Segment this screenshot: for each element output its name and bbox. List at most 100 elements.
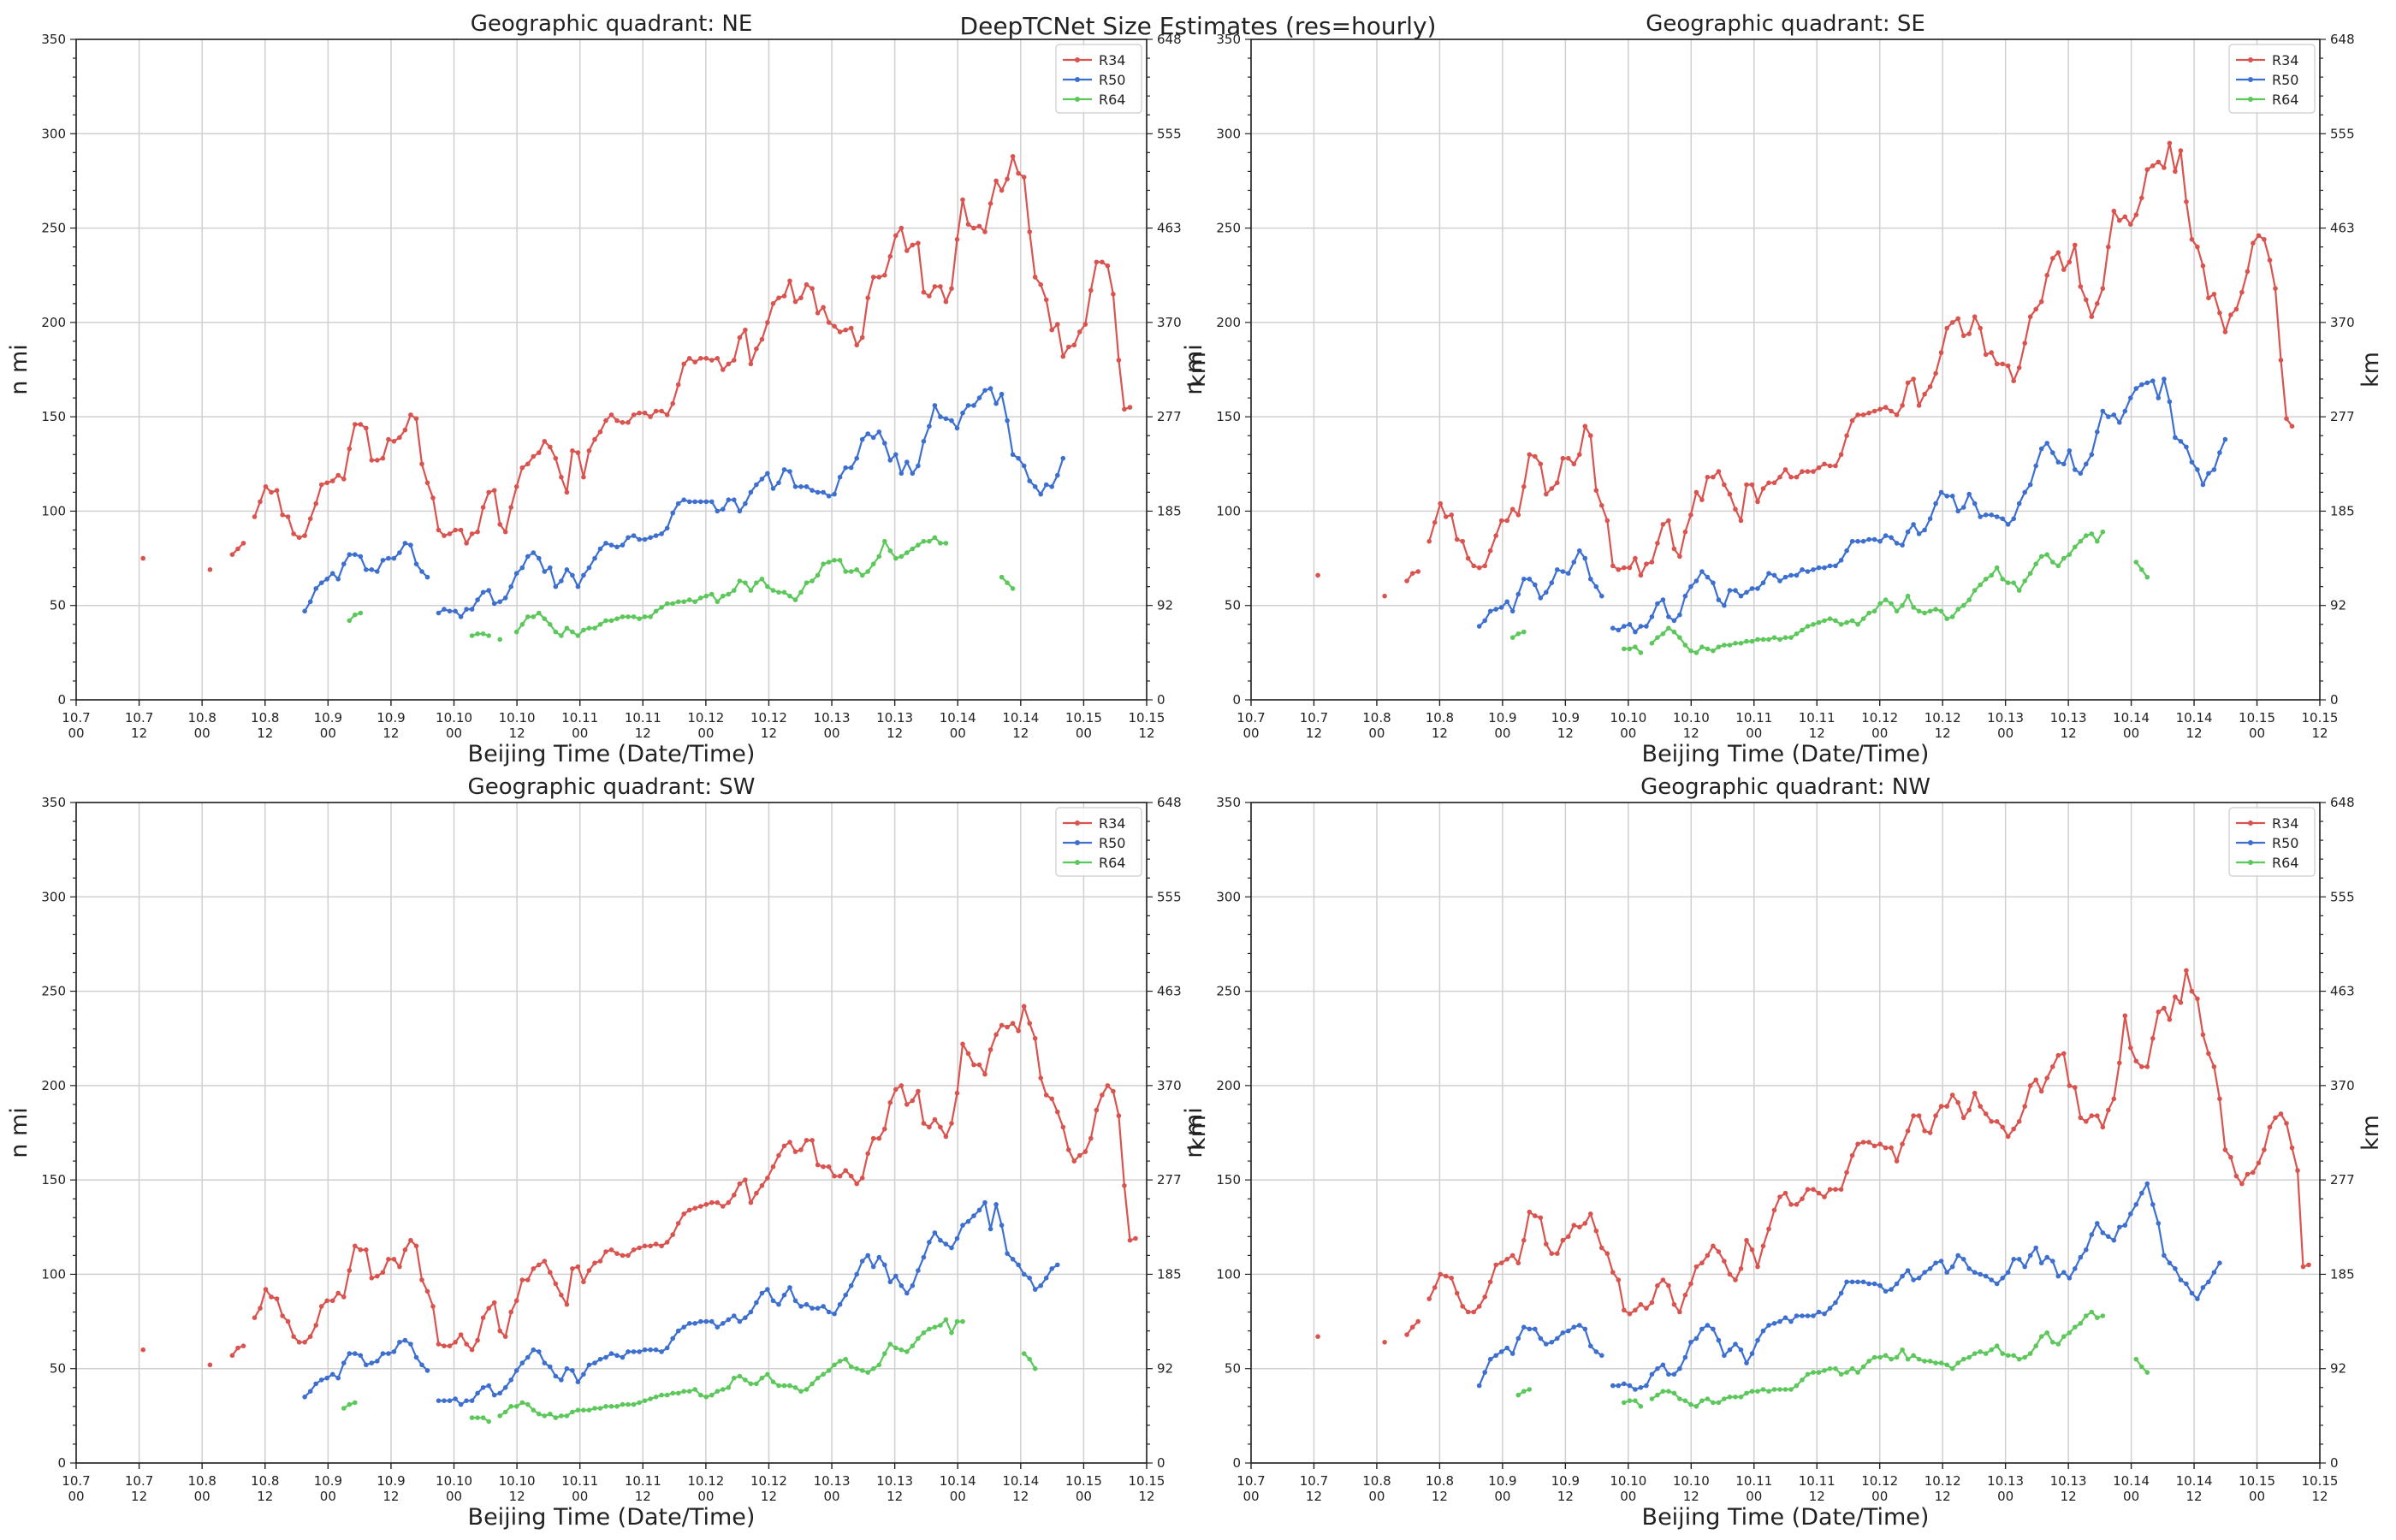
- data-point-r34: [2150, 1035, 2156, 1041]
- data-point-r34: [408, 1237, 413, 1243]
- data-point-r34: [1838, 1187, 1844, 1192]
- data-point-r34: [1966, 331, 1972, 336]
- x-tick-label-hour: 12: [1809, 726, 1825, 741]
- data-point-r34: [1949, 320, 1955, 325]
- y-tick-label-right: 555: [1157, 126, 1182, 141]
- data-point-r64: [927, 1326, 932, 1332]
- data-point-r50: [302, 608, 307, 614]
- data-point-r50: [1005, 1251, 1010, 1256]
- data-point-r50: [1677, 1365, 1682, 1371]
- data-point-r50: [1711, 580, 1716, 585]
- data-point-r34: [1978, 325, 1983, 331]
- data-point-r34: [1816, 1190, 1822, 1196]
- data-point-r34: [2200, 1032, 2206, 1038]
- data-point-r50: [597, 546, 603, 552]
- data-point-r50: [754, 1300, 759, 1306]
- data-point-r64: [2055, 1342, 2061, 1347]
- data-point-r34: [1894, 1158, 1900, 1164]
- data-point-r64: [559, 633, 564, 638]
- data-point-r64: [1978, 1349, 1983, 1354]
- data-point-r50: [614, 1353, 620, 1359]
- data-point-r50: [307, 599, 313, 605]
- data-point-r34: [670, 1232, 675, 1237]
- data-point-r50: [1805, 569, 1811, 574]
- data-point-r34: [1660, 522, 1666, 527]
- series-r34-se: [1315, 140, 2295, 599]
- data-point-r34: [2173, 169, 2178, 175]
- data-point-r34: [675, 382, 681, 388]
- data-point-r50: [1816, 565, 1822, 571]
- data-point-r50: [575, 583, 581, 589]
- data-point-r64: [2139, 567, 2144, 572]
- data-point-r34: [397, 1264, 402, 1270]
- data-point-r64: [675, 1390, 681, 1396]
- data-point-r34: [893, 1087, 898, 1093]
- data-point-r64: [893, 1345, 898, 1351]
- data-point-r64: [2011, 580, 2016, 585]
- data-point-r34: [1766, 1226, 1771, 1232]
- data-point-r64: [759, 577, 765, 582]
- data-point-r34: [659, 1243, 664, 1249]
- data-point-r34: [1010, 154, 1016, 159]
- data-point-r64: [548, 1411, 553, 1417]
- data-point-r50: [1916, 1276, 1922, 1281]
- x-tick-label-hour: 00: [194, 1489, 211, 1504]
- data-point-r34: [1577, 452, 1582, 458]
- data-point-r34: [1077, 329, 1082, 335]
- data-point-r50: [1588, 1343, 1593, 1348]
- data-point-r50: [1938, 1259, 1944, 1264]
- data-point-r64: [2061, 555, 2067, 561]
- data-point-r34: [2111, 1096, 2117, 1102]
- data-point-r34: [1071, 1158, 1077, 1164]
- data-point-r34: [386, 436, 391, 442]
- data-point-r34: [1482, 1294, 1487, 1300]
- data-point-r50: [1043, 482, 1049, 488]
- data-point-r34: [575, 450, 581, 455]
- data-point-r50: [2044, 1254, 2049, 1260]
- data-point-r50: [1038, 491, 1043, 497]
- data-point-r34: [480, 1315, 486, 1320]
- x-tick-label-date: 10.13: [876, 710, 913, 726]
- data-point-r34: [2078, 284, 2084, 289]
- x-tick-label-date: 10.8: [1426, 1473, 1454, 1489]
- y-tick-label: 350: [1216, 795, 1241, 810]
- data-point-r34: [664, 1240, 670, 1245]
- data-point-r64: [898, 1347, 904, 1353]
- data-point-r34: [916, 1088, 921, 1094]
- data-point-r34: [748, 361, 754, 367]
- data-point-r34: [2295, 1168, 2300, 1173]
- x-tick-label-hour: 12: [257, 1489, 273, 1504]
- data-point-r50: [954, 425, 960, 431]
- x-tick-label-date: 10.13: [814, 1473, 851, 1489]
- data-point-r64: [843, 569, 848, 574]
- data-point-r34: [1693, 1264, 1699, 1270]
- data-point-r34: [2251, 1170, 2256, 1176]
- data-point-r34: [675, 1221, 681, 1226]
- data-point-r64: [921, 538, 927, 544]
- legend-marker-r64: [1075, 860, 1080, 865]
- data-point-r50: [743, 1315, 748, 1320]
- data-point-r34: [686, 1207, 692, 1213]
- data-point-r34: [1021, 175, 1027, 180]
- data-point-r50: [916, 463, 921, 469]
- data-point-r64: [804, 1387, 810, 1392]
- data-point-r64: [2084, 1313, 2089, 1318]
- x-tick-label-date: 10.9: [314, 710, 342, 726]
- data-point-r50: [882, 1262, 887, 1268]
- data-point-r34: [2256, 233, 2262, 239]
- data-point-r34: [2055, 250, 2061, 256]
- data-point-r34: [1515, 512, 1521, 518]
- data-point-r34: [419, 461, 424, 467]
- data-point-r34: [1844, 1170, 1849, 1176]
- data-point-r34: [1911, 1113, 1916, 1118]
- series-r64-se: [1509, 529, 2150, 655]
- data-point-r50: [1655, 1365, 1660, 1371]
- y-tick-label: 250: [41, 984, 66, 999]
- x-tick-label-hour: 00: [1368, 726, 1385, 741]
- data-point-r64: [525, 1401, 531, 1407]
- data-point-r34: [843, 327, 848, 333]
- data-point-r50: [2095, 429, 2100, 435]
